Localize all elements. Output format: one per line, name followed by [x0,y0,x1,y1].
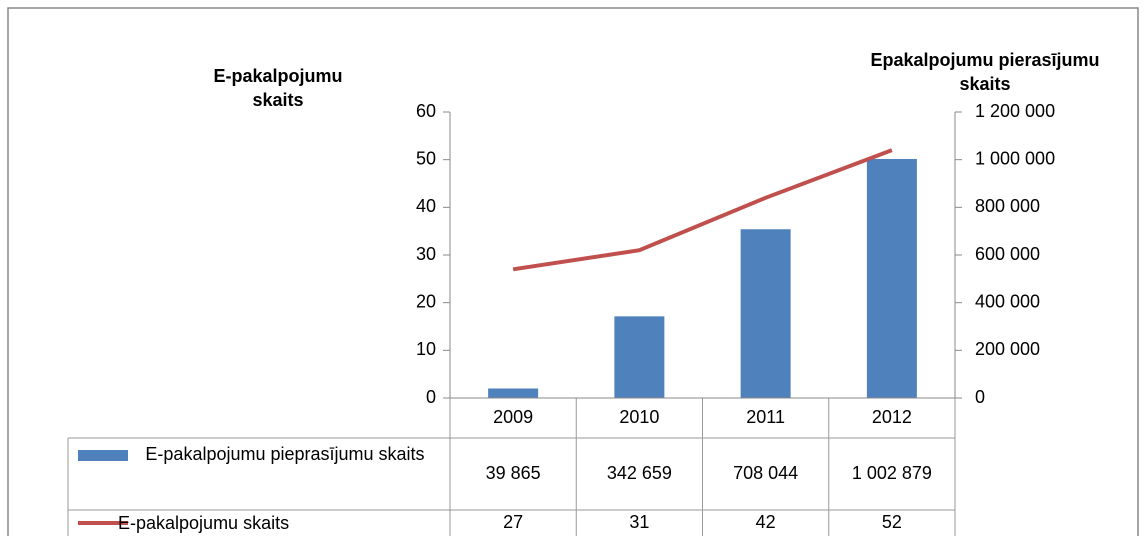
y-tick-label: 40 [416,196,436,216]
bar [866,158,917,398]
table-value: 31 [629,512,649,532]
y2-tick-label: 1 200 000 [975,101,1055,121]
y-tick-label: 30 [416,244,436,264]
bar [614,316,665,398]
table-value: 42 [756,512,776,532]
chart-frame [7,7,1139,536]
y-tick-label: 60 [416,101,436,121]
y-tick-label: 0 [426,387,436,407]
legend-label: E-pakalpojumu skaits [118,513,290,533]
y-tick-label: 50 [416,148,436,168]
table-value: 342 659 [607,463,672,483]
y-tick-label: 20 [416,291,436,311]
y2-axis-title: Epakalpojumu pierasījumu skaits [870,50,1100,94]
bar [740,229,791,398]
y2-tick-label: 600 000 [975,244,1040,264]
x-tick-label: 2012 [872,407,912,427]
table-value: 708 044 [733,463,798,483]
bar [488,388,539,398]
y2-tick-label: 400 000 [975,291,1040,311]
y2-tick-label: 200 000 [975,339,1040,359]
y-axis-title: E-pakalpojumu skaits [213,66,343,110]
table-value: 27 [503,512,523,532]
x-tick-label: 2011 [746,407,785,427]
legend-label: E-pakalpojumu pieprasījumu skaits [145,444,425,464]
y2-tick-label: 1 000 000 [975,148,1055,168]
y-tick-label: 10 [416,339,436,359]
x-tick-label: 2010 [619,407,659,427]
y2-tick-label: 0 [975,387,985,407]
y2-tick-label: 800 000 [975,196,1040,216]
table-value: 52 [882,512,902,532]
legend-key [78,450,128,461]
table-value: 39 865 [486,463,541,483]
x-tick-label: 2009 [493,407,533,427]
table-value: 1 002 879 [852,463,932,483]
line [512,148,893,272]
